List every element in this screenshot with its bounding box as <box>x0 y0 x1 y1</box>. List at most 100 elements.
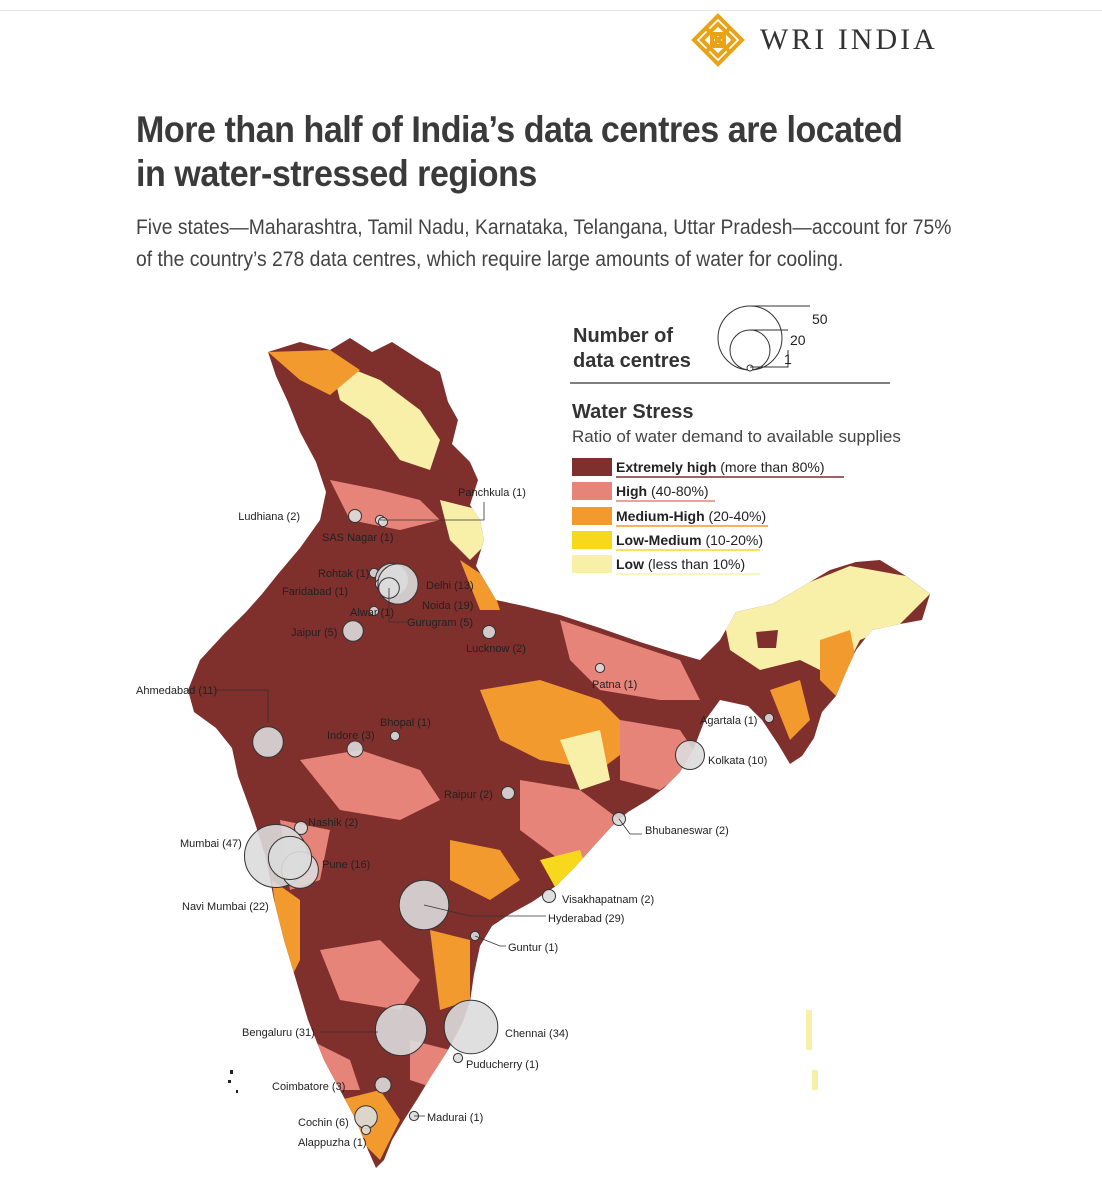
city-label: Patna (1) <box>592 679 637 691</box>
legend-label: Extremely high (more than 80%) <box>616 459 825 475</box>
region-medium-high <box>430 930 470 1010</box>
stress-legend-title: Water Stress <box>572 401 694 423</box>
city-label: Coimbatore (3) <box>272 1081 345 1093</box>
city-label: Jaipur (5) <box>291 627 337 639</box>
stress-legend-subtitle: Ratio of water demand to available suppl… <box>572 427 901 446</box>
stress-regions <box>196 350 930 1160</box>
city-label: Guntur (1) <box>508 942 558 954</box>
region-medium-high <box>268 350 360 395</box>
legend-swatch <box>572 482 612 500</box>
legend-label: High (40-80%) <box>616 483 709 499</box>
legend-label: Low (less than 10%) <box>616 556 745 572</box>
city-bubble <box>374 1003 428 1057</box>
city-leader <box>474 935 506 947</box>
legend-value-20: 20 <box>790 332 806 348</box>
region-extremely-high <box>756 630 778 648</box>
city-label: Ludhiana (2) <box>238 511 300 523</box>
city-leader <box>618 818 642 835</box>
leader-lines <box>215 502 642 1117</box>
city-label: Alappuzha (1) <box>298 1137 367 1149</box>
page-title: More than half of India’s data centres a… <box>136 109 903 194</box>
city-bubble <box>501 786 515 800</box>
city-label: Ahmedabad (11) <box>136 685 217 697</box>
legend-circle-20 <box>729 329 771 371</box>
legend-value-1: 1 <box>784 351 792 367</box>
city-bubble <box>374 1076 392 1094</box>
lakshadweep-islands <box>228 1070 238 1093</box>
legend-label-bold: Extremely high <box>616 459 720 475</box>
city-bubble <box>594 662 606 674</box>
city-leader <box>423 904 546 917</box>
city-label: Raipur (2) <box>444 789 493 801</box>
city-label: Bhopal (1) <box>380 717 431 729</box>
city-label: Madurai (1) <box>427 1112 483 1124</box>
city-label: Bengaluru (31) <box>242 1027 315 1039</box>
legend-leaders <box>750 305 810 368</box>
city-label: Navi Mumbai (22) <box>182 901 269 913</box>
city-label: Puducherry (1) <box>466 1059 539 1071</box>
stress-legend: Water Stress Ratio of water demand to av… <box>572 401 901 575</box>
city-label: SAS Nagar (1) <box>322 532 394 544</box>
city-label: Kolkata (10) <box>708 755 767 767</box>
legend-label-range: (40-80%) <box>651 483 709 499</box>
city-label: Gurugram (5) <box>407 617 473 629</box>
city-bubble <box>346 740 364 758</box>
legend-swatch <box>572 555 612 573</box>
city-label: Cochin (6) <box>298 1117 349 1129</box>
data-centre-bubbles <box>244 509 775 1136</box>
legend-value-50: 50 <box>812 311 828 327</box>
city-label: Faridabad (1) <box>282 586 348 598</box>
city-bubble <box>267 835 313 881</box>
legend-circle-1 <box>746 364 754 372</box>
city-bubble <box>452 1052 464 1064</box>
city-bubble <box>368 605 380 617</box>
wri-knot-icon <box>691 13 745 67</box>
city-labels: Panchkula (1) Ludhiana (2) SAS Nagar (1) Ro… <box>136 487 767 1149</box>
legend-label-range: (less than 10%) <box>648 556 745 572</box>
map-land <box>188 338 930 1168</box>
region-medium-high <box>272 880 300 980</box>
city-bubble <box>342 620 364 642</box>
page-subtitle: Five states—Maharashtra, Tamil Nadu, Kar… <box>136 216 952 271</box>
region-high <box>320 940 420 1010</box>
size-legend-title-2: data centres <box>573 350 691 372</box>
legend-label-bold: Medium-High <box>616 508 709 524</box>
city-leader <box>388 588 407 623</box>
city-label: Rohtak (1) <box>318 568 369 580</box>
region-high <box>520 780 620 860</box>
city-label: Indore (3) <box>327 730 375 742</box>
legend-label: Medium-High (20-40%) <box>616 508 766 524</box>
region-medium-high <box>770 680 810 740</box>
city-bubble <box>252 726 284 758</box>
city-bubble <box>542 889 556 903</box>
top-divider <box>0 10 1102 11</box>
legend-swatch <box>572 507 612 525</box>
andaman-islands <box>806 1010 818 1090</box>
legend-label-bold: High <box>616 483 651 499</box>
wri-logo: WRI INDIA <box>690 12 938 68</box>
region-high <box>310 1040 360 1090</box>
legend-label-range: (20-40%) <box>709 508 767 524</box>
city-label: Panchkula (1) <box>458 487 526 499</box>
city-label: Delhi (13) <box>426 580 474 592</box>
region-medium-high <box>820 630 856 696</box>
size-legend-title-1: Number of <box>573 325 673 347</box>
region-low <box>560 730 610 790</box>
city-label: Hyderabad (29) <box>548 913 624 925</box>
brand-name: WRI INDIA <box>760 23 938 56</box>
city-label: Bhubaneswar (2) <box>645 825 729 837</box>
city-bubble <box>443 999 499 1055</box>
city-bubble <box>360 1124 372 1136</box>
legend-label-bold: Low <box>616 556 648 572</box>
city-label: Nashik (2) <box>308 817 358 829</box>
legend-label-bold: Low-Medium <box>616 532 705 548</box>
city-bubble <box>675 740 705 770</box>
legend-label: Low-Medium (10-20%) <box>616 532 763 548</box>
size-legend: Number of data centres 50 20 1 <box>570 305 890 384</box>
city-label: Noida (19) <box>422 600 473 612</box>
city-bubble <box>763 712 775 724</box>
city-bubble <box>482 625 496 639</box>
footnote-edge <box>136 1190 1016 1200</box>
legend-swatch <box>572 458 612 476</box>
city-label: Chennai (34) <box>505 1028 569 1040</box>
